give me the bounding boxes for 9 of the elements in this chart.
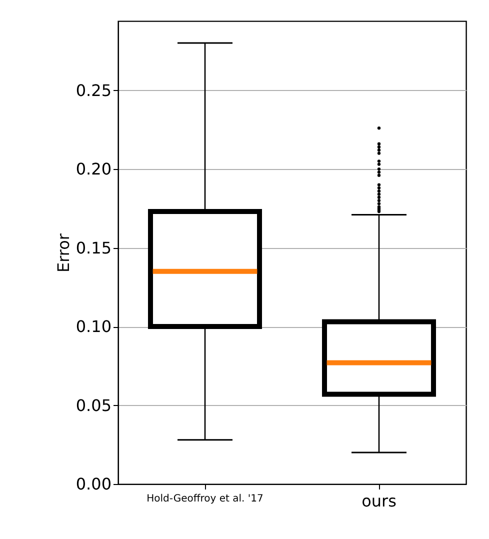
x-tick-label: Hold-Geoffroy et al. '17 [146, 494, 264, 504]
y-tick-label: 0.05 [76, 396, 112, 415]
y-tick-label: 0.10 [76, 317, 112, 336]
y-tick-label: 0.20 [76, 160, 112, 179]
y-axis-title: Error [54, 233, 73, 272]
y-tick-label: 0.00 [76, 474, 112, 494]
x-tick-label: ours [362, 492, 396, 510]
y-tick-label: 0.15 [76, 238, 112, 258]
y-tick-label: 0.25 [76, 80, 112, 100]
